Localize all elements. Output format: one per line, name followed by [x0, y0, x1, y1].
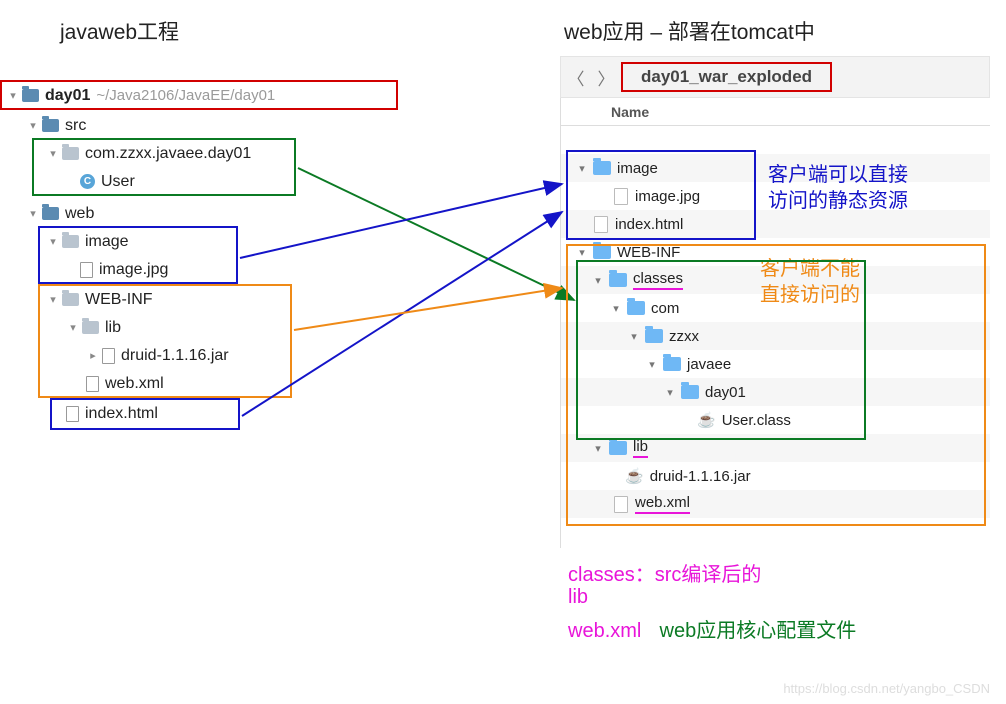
tree-row-user[interactable]: C User [0, 168, 398, 195]
heading-right: web应用 – 部署在tomcat中 [564, 16, 815, 46]
tree-row-src[interactable]: ▾ src [0, 112, 398, 139]
chevron-down-icon: ▾ [46, 235, 60, 248]
annot-green-1: web应用核心配置文件 [660, 620, 857, 642]
tree-row-index[interactable]: index.html [0, 400, 398, 427]
jar-icon [102, 348, 115, 364]
heading-left: javaweb工程 [60, 16, 179, 46]
tree-row-webinf[interactable]: ▾ WEB-INF [0, 286, 398, 313]
folder-icon [82, 321, 99, 334]
label: User [101, 173, 135, 191]
label: lib [105, 319, 121, 337]
annot-row-3: web.xml web应用核心配置文件 [568, 614, 856, 643]
nav-forward[interactable]: 〉 [591, 65, 621, 90]
chevron-down-icon: ▾ [6, 89, 20, 102]
tree-row-root[interactable]: ▾ day01 ~/Java2106/JavaEE/day01 [0, 82, 398, 109]
watermark: https://blog.csdn.net/yangbo_CSDN [783, 681, 990, 696]
file-icon [80, 262, 93, 278]
folder-icon [42, 119, 59, 132]
label: image.jpg [99, 261, 168, 279]
annot-blue-1: 客户端可以直接 [768, 158, 908, 187]
folder-icon [62, 293, 79, 306]
chevron-down-icon: ▾ [46, 147, 60, 160]
chevron-right-icon: ▸ [86, 349, 100, 362]
chevron-down-icon: ▾ [26, 207, 40, 220]
tree-row-lib[interactable]: ▾ lib [0, 314, 398, 341]
chevron-down-icon: ▾ [66, 321, 80, 334]
package-icon [62, 147, 79, 160]
class-icon: C [80, 174, 95, 189]
tree-row-image[interactable]: ▾ image [0, 228, 398, 255]
tree-row-druid[interactable]: ▸ druid-1.1.16.jar [0, 342, 398, 369]
label: web.xml [105, 375, 164, 393]
annot-magenta-1: classes：src编译后的 [568, 558, 761, 587]
html-icon [66, 406, 79, 422]
xml-icon [86, 376, 99, 392]
nav-bar: 〈 〉 day01_war_exploded [560, 56, 990, 98]
label: com.zzxx.javaee.day01 [85, 145, 251, 163]
nav-back[interactable]: 〈 [561, 65, 591, 90]
root-path: ~/Java2106/JavaEE/day01 [96, 87, 275, 104]
root-name: day01 [45, 87, 90, 105]
nav-title: day01_war_exploded [621, 62, 832, 92]
tree-row-web[interactable]: ▾ web [0, 200, 398, 227]
tree-row-webxml[interactable]: web.xml [0, 370, 398, 397]
label: src [65, 117, 86, 135]
col-header-name[interactable]: Name [561, 98, 990, 126]
annot-blue-2: 访问的静态资源 [768, 184, 908, 213]
annot-magenta-2: lib [568, 586, 588, 609]
tree-row-pkg[interactable]: ▾ com.zzxx.javaee.day01 [0, 140, 398, 167]
label: index.html [85, 405, 158, 423]
label: web [65, 205, 94, 223]
box-right-static-blue [566, 150, 756, 240]
folder-icon [22, 89, 39, 102]
folder-icon [62, 235, 79, 248]
label: image [85, 233, 129, 251]
chevron-down-icon: ▾ [26, 119, 40, 132]
box-right-classes-green [576, 260, 866, 440]
annot-magenta-3: web.xml [568, 620, 641, 642]
chevron-down-icon: ▾ [46, 293, 60, 306]
label: druid-1.1.16.jar [121, 347, 229, 365]
label: WEB-INF [85, 291, 153, 309]
folder-icon [42, 207, 59, 220]
tree-row-imagejpg[interactable]: image.jpg [0, 256, 398, 283]
